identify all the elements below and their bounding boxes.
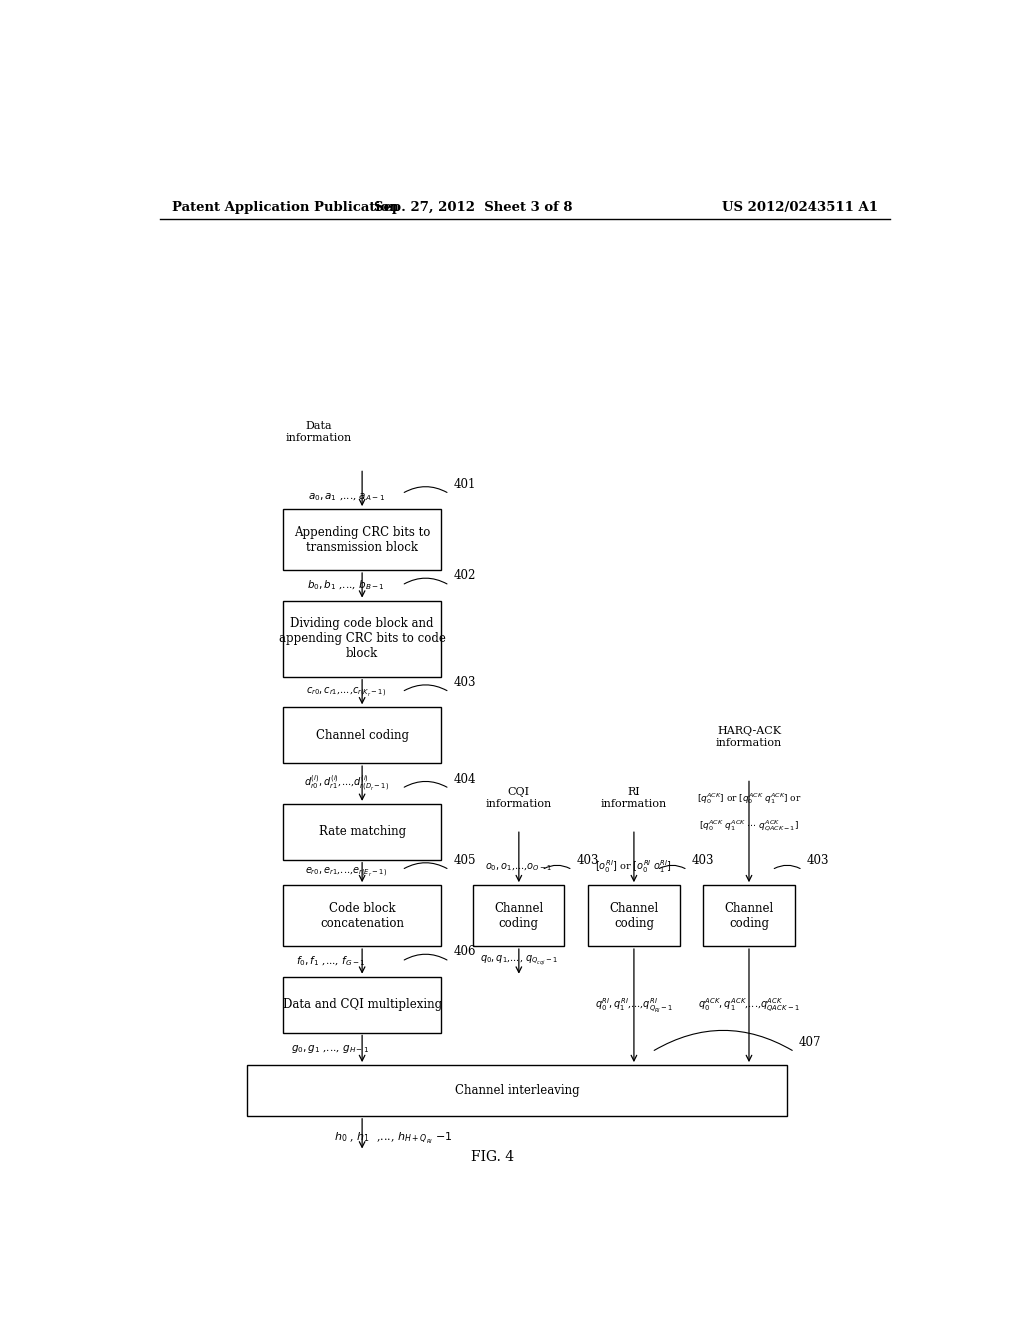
Bar <box>283 977 441 1032</box>
Text: 401: 401 <box>454 478 476 491</box>
Text: $f_0, f_1$ ,..., $f_{G-1}$: $f_0, f_1$ ,..., $f_{G-1}$ <box>296 954 366 968</box>
Bar <box>283 708 441 763</box>
Text: FIG. 4: FIG. 4 <box>471 1150 515 1163</box>
Text: 407: 407 <box>799 1036 821 1049</box>
Text: $e_{r0},e_{r1}$,...,$e_{r(E_r-1)}$: $e_{r0},e_{r1}$,...,$e_{r(E_r-1)}$ <box>305 866 387 879</box>
Text: $c_{r0},c_{r1}$,...,$c_{r(K_r-1)}$: $c_{r0},c_{r1}$,...,$c_{r(K_r-1)}$ <box>306 685 386 698</box>
Text: Data and CQI multiplexing: Data and CQI multiplexing <box>283 998 441 1011</box>
Text: $q_0, q_1$,..., $q_{Q_{cqi}-1}$: $q_0, q_1$,..., $q_{Q_{cqi}-1}$ <box>480 954 558 969</box>
Text: Code block
concatenation: Code block concatenation <box>321 902 404 929</box>
Text: HARQ-ACK
information: HARQ-ACK information <box>716 726 782 748</box>
Text: $[q_0^{ACK}\ q_1^{ACK}\ \cdots\ q_{QACK-1}^{ACK}]$: $[q_0^{ACK}\ q_1^{ACK}\ \cdots\ q_{QACK-… <box>699 818 799 834</box>
Text: 403: 403 <box>691 854 714 867</box>
Text: 403: 403 <box>454 676 476 689</box>
Text: RI
information: RI information <box>601 787 667 809</box>
Text: 403: 403 <box>807 854 829 867</box>
Text: 402: 402 <box>454 569 476 582</box>
Text: $q_0^{ACK}, q_1^{ACK}$,...,$q_{QACK-1}^{ACK}$: $q_0^{ACK}, q_1^{ACK}$,...,$q_{QACK-1}^{… <box>698 997 800 1015</box>
Bar <box>283 601 441 677</box>
Text: Channel interleaving: Channel interleaving <box>455 1084 580 1097</box>
Bar <box>703 886 795 946</box>
Bar <box>283 886 441 946</box>
Text: $b_0, b_1$ ,..., $b_{B-1}$: $b_0, b_1$ ,..., $b_{B-1}$ <box>307 578 385 593</box>
Text: Patent Application Publication: Patent Application Publication <box>172 201 398 214</box>
Text: $g_0, g_1$ ,..., $g_{H-1}$: $g_0, g_1$ ,..., $g_{H-1}$ <box>291 1043 370 1055</box>
Text: Dividing code block and
appending CRC bits to code
block: Dividing code block and appending CRC bi… <box>279 618 445 660</box>
Bar <box>247 1065 786 1115</box>
Bar <box>283 804 441 859</box>
Text: $d_{r0}^{(i)}, d_{r1}^{(i)}$,...,$d_{r(D_r-1)}^{(i)}$: $d_{r0}^{(i)}, d_{r1}^{(i)}$,...,$d_{r(D… <box>303 774 389 793</box>
Text: $q_0^{RI}, q_1^{RI}$,...,$q_{Q_{RI}-1}^{RI}$: $q_0^{RI}, q_1^{RI}$,...,$q_{Q_{RI}-1}^{… <box>595 997 673 1015</box>
Text: 403: 403 <box>577 854 599 867</box>
Text: $[q_0^{ACK}]$ or $[q_0^{ACK}\ q_1^{ACK}]$ or: $[q_0^{ACK}]$ or $[q_0^{ACK}\ q_1^{ACK}]… <box>696 791 802 807</box>
Text: Channel
coding: Channel coding <box>495 902 544 929</box>
Text: 405: 405 <box>454 854 476 867</box>
Text: CQI
information: CQI information <box>485 787 552 809</box>
Text: 404: 404 <box>454 772 476 785</box>
Text: Channel
coding: Channel coding <box>609 902 658 929</box>
Text: Rate matching: Rate matching <box>318 825 406 838</box>
Bar <box>473 886 564 946</box>
Text: Channel
coding: Channel coding <box>724 902 773 929</box>
Text: $[o_0^{RI}]$ or $[o_0^{RI}\ o_1^{RI}]$: $[o_0^{RI}]$ or $[o_0^{RI}\ o_1^{RI}]$ <box>596 858 673 875</box>
Text: US 2012/0243511 A1: US 2012/0243511 A1 <box>722 201 878 214</box>
Text: $h_0$ , $h_1$  ,..., $h_{H+Q_{RI}}$ $-1$: $h_0$ , $h_1$ ,..., $h_{H+Q_{RI}}$ $-1$ <box>335 1131 454 1146</box>
Text: $o_0, o_1$,...,$o_{O-1}$: $o_0, o_1$,...,$o_{O-1}$ <box>485 861 552 873</box>
Text: Channel coding: Channel coding <box>315 729 409 742</box>
Bar <box>283 510 441 570</box>
Text: Sep. 27, 2012  Sheet 3 of 8: Sep. 27, 2012 Sheet 3 of 8 <box>374 201 572 214</box>
Text: 406: 406 <box>454 945 476 958</box>
Text: Data
information: Data information <box>286 421 351 444</box>
Text: Appending CRC bits to
transmission block: Appending CRC bits to transmission block <box>294 525 430 553</box>
Bar <box>588 886 680 946</box>
Text: $a_0, a_1$ ,..., $a_{A-1}$: $a_0, a_1$ ,..., $a_{A-1}$ <box>307 491 385 503</box>
